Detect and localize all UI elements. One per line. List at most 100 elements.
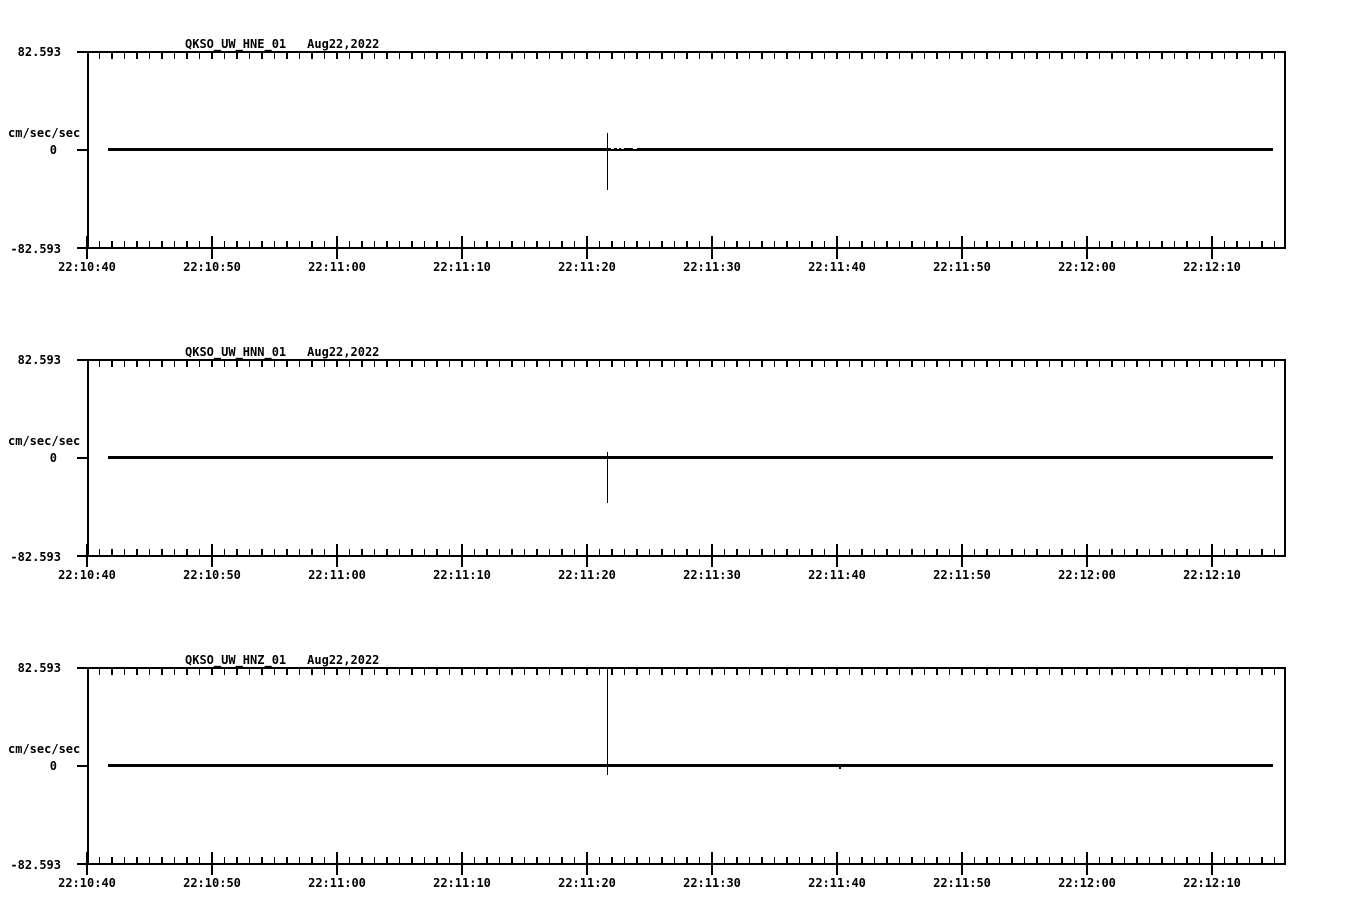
panel-title: QKSO_UW_HNN_01 Aug22,2022 [185,345,379,359]
axis-major-tick [336,544,338,567]
axis-minor-tick [948,53,951,59]
axis-minor-tick [748,857,751,863]
axis-minor-tick [411,857,413,863]
axis-minor-tick [273,361,276,367]
axis-minor-tick [173,669,176,675]
axis-minor-tick [111,857,113,863]
axis-minor-tick [898,241,901,247]
axis-minor-tick [1136,241,1138,247]
axis-minor-tick [798,361,801,367]
axis-minor-tick [573,549,576,555]
axis-major-tick [586,544,588,567]
axis-minor-tick [661,549,663,555]
axis-minor-tick [761,549,763,555]
axis-minor-tick [248,669,251,675]
axis-minor-tick [573,241,576,247]
axis-minor-tick [248,361,251,367]
axis-minor-tick [698,857,701,863]
axis-minor-tick [461,361,463,367]
x-axis-tick-label: 22:11:00 [308,876,366,890]
axis-minor-tick [561,857,563,863]
axis-minor-tick [1273,549,1276,555]
axis-minor-tick [236,669,238,675]
axis-minor-tick [698,241,701,247]
axis-minor-tick [511,549,513,555]
axis-minor-tick [1261,549,1263,555]
axis-minor-tick [923,241,926,247]
axis-minor-tick [1261,53,1263,59]
axis-minor-tick [861,857,863,863]
axis-minor-tick [173,549,176,555]
axis-minor-tick [886,53,888,59]
axis-minor-tick [936,241,938,247]
axis-minor-tick [773,549,776,555]
axis-minor-tick [698,549,701,555]
x-axis-tick-label: 22:11:40 [808,260,866,274]
axis-minor-tick [911,857,913,863]
axis-minor-tick [1023,241,1026,247]
trace-gap [621,148,624,149]
axis-minor-tick [598,241,601,247]
axis-minor-tick [1011,53,1013,59]
y-axis-max-tick [77,667,87,669]
axis-minor-tick [973,549,976,555]
axis-minor-tick [1161,857,1163,863]
x-axis-tick-label: 22:10:50 [183,260,241,274]
axis-minor-tick [1098,53,1101,59]
axis-minor-tick [261,53,263,59]
axis-minor-tick [1123,549,1126,555]
axis-minor-tick [1086,669,1088,675]
axis-minor-tick [298,549,301,555]
x-axis-tick-label: 22:11:30 [683,568,741,582]
axis-minor-tick [736,53,738,59]
axis-minor-tick [973,361,976,367]
axis-minor-tick [498,857,501,863]
axis-minor-tick [1036,241,1038,247]
axis-minor-tick [286,669,288,675]
axis-minor-tick [361,669,363,675]
axis-minor-tick [373,669,376,675]
x-axis-tick-label: 22:11:50 [933,568,991,582]
axis-minor-tick [186,549,188,555]
axis-major-tick [461,852,463,875]
axis-minor-tick [1236,669,1238,675]
axis-minor-tick [773,857,776,863]
axis-minor-tick [348,549,351,555]
axis-minor-tick [1073,669,1076,675]
axis-minor-tick [1248,241,1251,247]
axis-minor-tick [673,361,676,367]
axis-minor-tick [148,361,151,367]
axis-minor-tick [1148,361,1151,367]
axis-minor-tick [1236,53,1238,59]
axis-minor-tick [686,241,688,247]
axis-minor-tick [311,669,313,675]
axis-minor-tick [1111,241,1113,247]
axis-minor-tick [686,53,688,59]
plot-frame [87,51,1286,249]
axis-minor-tick [123,53,126,59]
trace-gap [611,148,614,149]
axis-minor-tick [948,549,951,555]
x-axis-tick-label: 22:10:40 [58,876,116,890]
axis-minor-tick [723,857,726,863]
axis-minor-tick [211,669,213,675]
axis-minor-tick [1023,669,1026,675]
axis-minor-tick [561,669,563,675]
x-axis-tick-label: 22:11:10 [433,260,491,274]
axis-minor-tick [336,53,338,59]
axis-minor-tick [1036,669,1038,675]
x-axis-tick-label: 22:11:10 [433,568,491,582]
axis-minor-tick [848,549,851,555]
axis-minor-tick [823,241,826,247]
axis-minor-tick [136,669,138,675]
axis-minor-tick [648,549,651,555]
axis-minor-tick [223,241,226,247]
axis-minor-tick [1223,53,1226,59]
waveform-trace [108,764,1273,767]
axis-minor-tick [836,669,838,675]
axis-minor-tick [486,669,488,675]
axis-minor-tick [761,53,763,59]
axis-minor-tick [1111,857,1113,863]
axis-minor-tick [473,857,476,863]
